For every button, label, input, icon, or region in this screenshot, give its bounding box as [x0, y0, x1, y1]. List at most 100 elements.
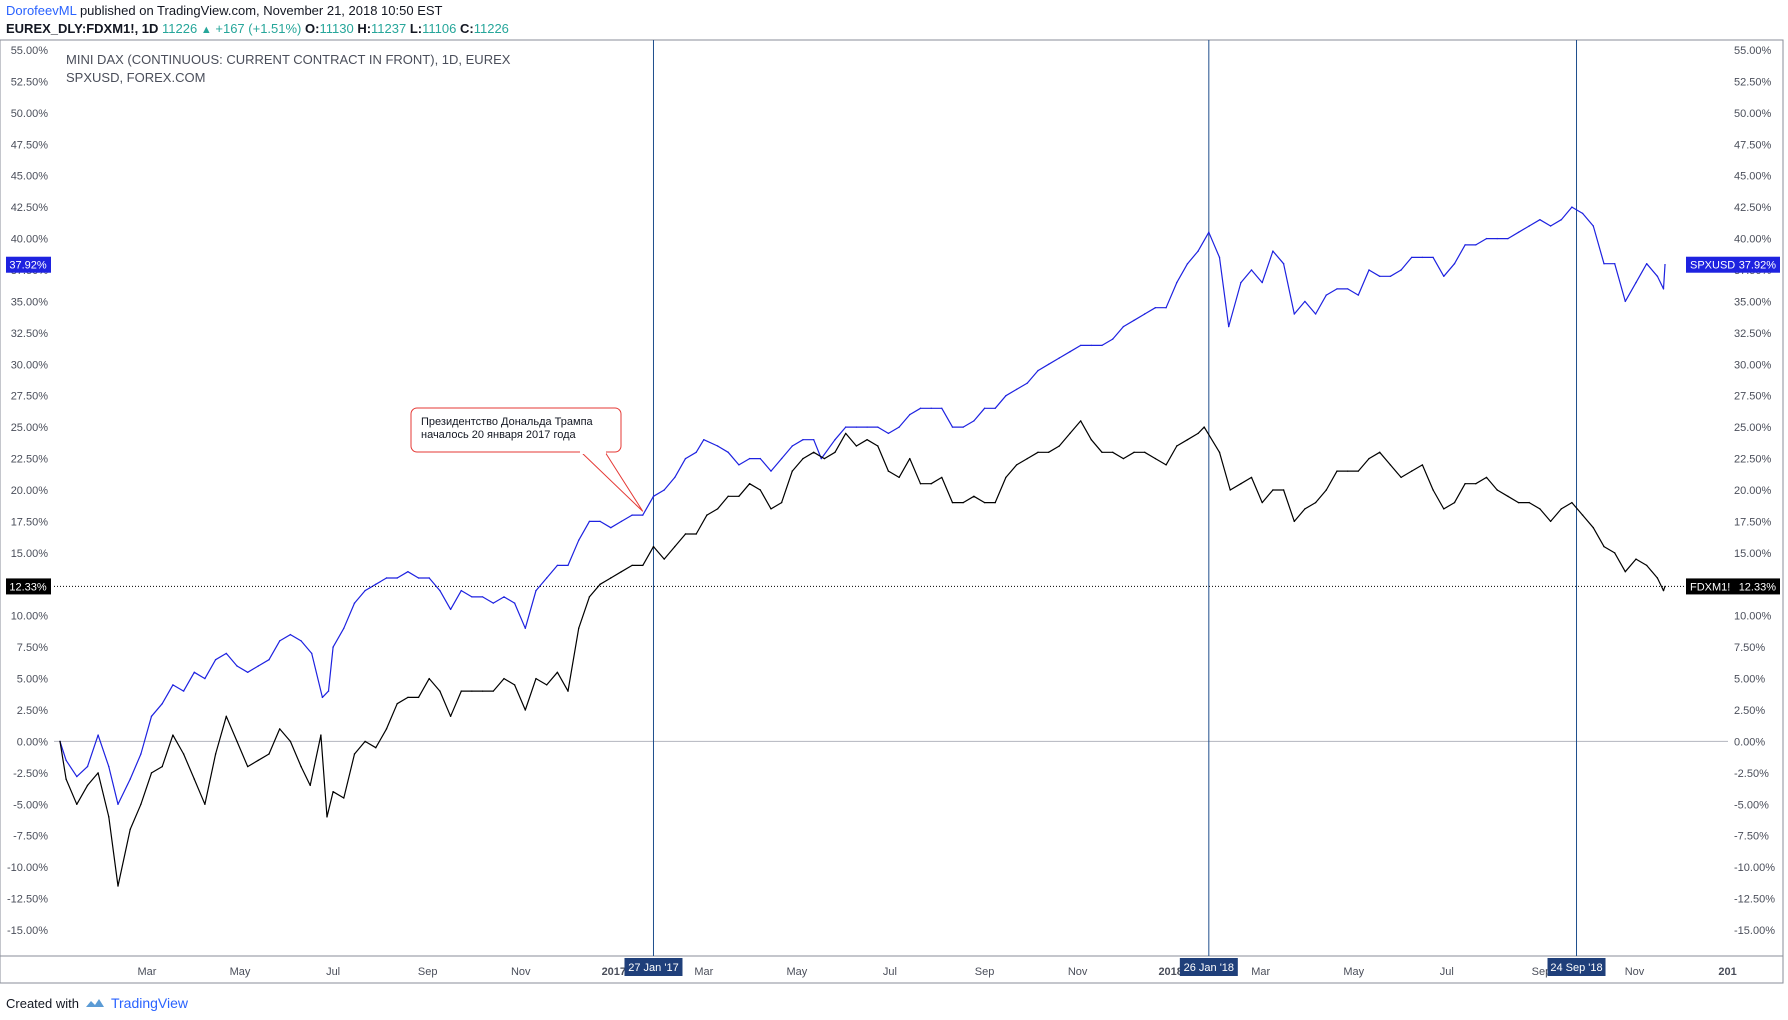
- series-point: [1112, 338, 1114, 340]
- y-tick-label-right: 7.50%: [1734, 642, 1765, 654]
- series-point: [449, 608, 452, 611]
- y-tick-label-right: 55.00%: [1734, 45, 1772, 57]
- series-point: [1015, 388, 1018, 391]
- series-point: [1203, 426, 1205, 428]
- series-point: [1539, 508, 1541, 510]
- series-point: [877, 426, 879, 428]
- series-point: [1411, 256, 1413, 259]
- series-point: [428, 577, 430, 579]
- series-point: [1090, 439, 1093, 441]
- series-point: [1325, 294, 1328, 296]
- series-point: [1464, 483, 1466, 485]
- series-point: [428, 677, 430, 680]
- series-point: [1218, 256, 1221, 259]
- series-point: [1250, 476, 1253, 479]
- series-point: [1005, 476, 1007, 479]
- series-point: [1528, 225, 1530, 227]
- y-tick-label-left: 32.50%: [11, 328, 49, 340]
- series-point: [503, 596, 505, 598]
- x-tick-label: 2017: [602, 966, 626, 978]
- series-point: [588, 596, 591, 598]
- y-tick-label-left: 5.00%: [17, 674, 48, 686]
- series-point: [289, 633, 292, 636]
- callout-box[interactable]: [410, 407, 622, 453]
- y-tick-label-right: 30.00%: [1734, 359, 1772, 371]
- date-marker-badge: [1179, 958, 1238, 976]
- y-tick-label-right: 35.00%: [1734, 296, 1772, 308]
- series-point: [887, 470, 890, 472]
- series-point: [748, 457, 751, 460]
- series-point: [973, 495, 975, 497]
- author-link[interactable]: DorofeevML: [6, 3, 77, 18]
- series-point: [257, 759, 259, 761]
- series-point: [65, 778, 67, 780]
- series-point: [1581, 212, 1584, 215]
- x-tick-label: Sep: [975, 966, 995, 978]
- series-point: [1549, 225, 1552, 227]
- series-point: [663, 489, 665, 491]
- series-point: [129, 828, 131, 831]
- series-point: [257, 665, 259, 667]
- y-tick-label-left: 40.00%: [11, 234, 49, 246]
- last-price: 11226: [162, 21, 198, 36]
- left-price-scale[interactable]: 55.00% 52.50% 50.00% 47.50% 45.00% 42.50% 40.0…: [7, 45, 48, 937]
- tradingview-brand-link[interactable]: TradingView: [110, 995, 189, 1011]
- series-point: [820, 457, 822, 460]
- series-point: [1475, 483, 1477, 485]
- series-point: [1058, 357, 1061, 359]
- callout-joint: [580, 450, 606, 454]
- series-point: [1101, 344, 1103, 347]
- series-point: [706, 514, 708, 516]
- series-point: [1443, 508, 1445, 510]
- series-point: [1314, 313, 1317, 315]
- series-point: [1228, 325, 1230, 328]
- last-value-badge-right: [1686, 578, 1780, 595]
- symbol-line: EUREX_DLY:FDXM1!, 1D 11226 ▲ +167 (+1.51…: [6, 21, 509, 36]
- y-tick-label-right: -10.00%: [1734, 862, 1775, 874]
- series-point: [1261, 281, 1263, 284]
- symbol-name[interactable]: EUREX_DLY:FDXM1!, 1D: [6, 21, 159, 36]
- series-point: [1144, 313, 1146, 315]
- series-point: [802, 439, 804, 441]
- series-point: [1080, 420, 1082, 422]
- series-point: [845, 426, 847, 428]
- series-point: [1581, 514, 1584, 516]
- series-point: [813, 451, 815, 453]
- series-point: [1293, 520, 1296, 523]
- series-point: [652, 545, 655, 548]
- series-point: [813, 439, 815, 441]
- series-point: [994, 407, 996, 409]
- y-tick-label-right: -12.50%: [1734, 894, 1775, 906]
- series-point: [279, 640, 281, 642]
- series-point: [1421, 256, 1424, 259]
- series-point: [684, 457, 687, 460]
- series-point: [1144, 451, 1146, 453]
- series-point: [1411, 470, 1413, 472]
- date-marker-label: 24 Sep '18: [1550, 962, 1602, 974]
- series-point: [364, 589, 366, 592]
- series-point: [1133, 451, 1135, 453]
- series-point: [1443, 275, 1445, 277]
- time-scale[interactable]: Mar May Jul Sep Nov 2017 Mar May Jul Sep Nov 2018 Ma…: [137, 966, 1736, 978]
- series-point: [247, 671, 249, 673]
- y-tick-label-right: 17.50%: [1734, 516, 1772, 528]
- series-point: [268, 753, 270, 755]
- series-point: [1368, 457, 1370, 460]
- series-point: [1592, 225, 1595, 227]
- series-point: [770, 470, 772, 472]
- series-point: [727, 495, 729, 497]
- series-point: [513, 684, 516, 686]
- vertical-lines-layer: 27 Jan '17 26 Jan '18 24 Sep '18: [624, 40, 1606, 976]
- series-point: [951, 501, 954, 504]
- series-point: [610, 527, 612, 529]
- right-price-scale[interactable]: 55.00% 52.50% 50.00% 47.50% 45.00% 42.50% 40.0…: [1734, 45, 1775, 937]
- x-tick-label: Nov: [1625, 966, 1645, 978]
- publish-info: published on TradingView.com, November 2…: [76, 3, 443, 18]
- y-tick-label-right: -2.50%: [1734, 768, 1769, 780]
- series-point: [1101, 451, 1103, 453]
- series-point: [620, 520, 623, 523]
- series-point: [140, 803, 142, 805]
- series-point: [973, 420, 975, 422]
